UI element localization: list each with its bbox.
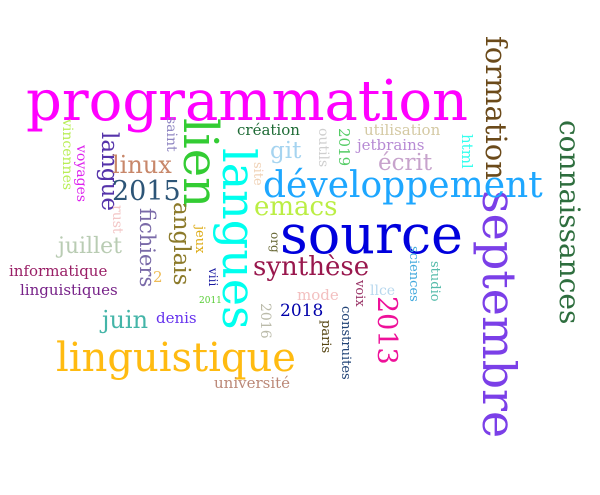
word-saint: saint (163, 117, 179, 152)
word-construites: construites (338, 306, 353, 380)
word-2015: 2015 (112, 176, 181, 207)
word-jetbrains: jetbrains (357, 136, 425, 154)
word-programmation: programmation (26, 69, 469, 134)
word-llce: llce (370, 283, 396, 299)
word-linguistique: linguistique (56, 335, 296, 381)
word-connaissances: connaissances (553, 120, 586, 325)
word-juin: juin (102, 306, 149, 334)
word-viii: viii (206, 268, 220, 287)
word-ecrit: écrit (378, 150, 433, 176)
word-2019: 2019 (335, 128, 353, 167)
word-2018: 2018 (280, 301, 324, 321)
word-septembre: septembre (472, 190, 526, 439)
word-git: git (270, 138, 302, 164)
word-synthese: synthèse (253, 252, 370, 282)
word-2011: 2011 (199, 296, 222, 306)
word-lien: lien (172, 118, 228, 209)
word-outils: outils (315, 128, 331, 168)
word-universite: université (214, 374, 291, 392)
word-2013: 2013 (371, 296, 402, 365)
word-rust: rust (109, 205, 125, 234)
word-linux: linux (112, 151, 172, 179)
word-studio: studio (427, 261, 442, 302)
word-creation: création (237, 121, 300, 139)
word-org: org (268, 232, 282, 253)
word-2: 2 (153, 268, 163, 286)
word-vincennes: vincennes (59, 119, 75, 191)
word-source: source (280, 203, 464, 266)
word-linguistiques: linguistiques (20, 281, 118, 299)
word-mode: mode (297, 286, 339, 304)
word-juillet: juillet (58, 234, 122, 259)
word-emacs: emacs (254, 192, 338, 222)
word-voyages: voyages (73, 145, 89, 203)
word-denis: denis (156, 309, 197, 327)
word-utilisation: utilisation (364, 121, 441, 139)
word-jeux: jeux (192, 226, 207, 254)
word-informatique: informatique (9, 262, 108, 280)
word-html: html (458, 134, 476, 169)
word-voix: voix (352, 280, 367, 307)
word-formation: formation (479, 36, 513, 180)
word-paris: paris (318, 320, 333, 354)
word-sciences: sciences (406, 246, 421, 302)
word-anglais: anglais (168, 202, 194, 286)
word-site: site (250, 162, 265, 186)
word-2016: 2016 (257, 303, 273, 339)
word-developpement: développement (263, 165, 543, 206)
